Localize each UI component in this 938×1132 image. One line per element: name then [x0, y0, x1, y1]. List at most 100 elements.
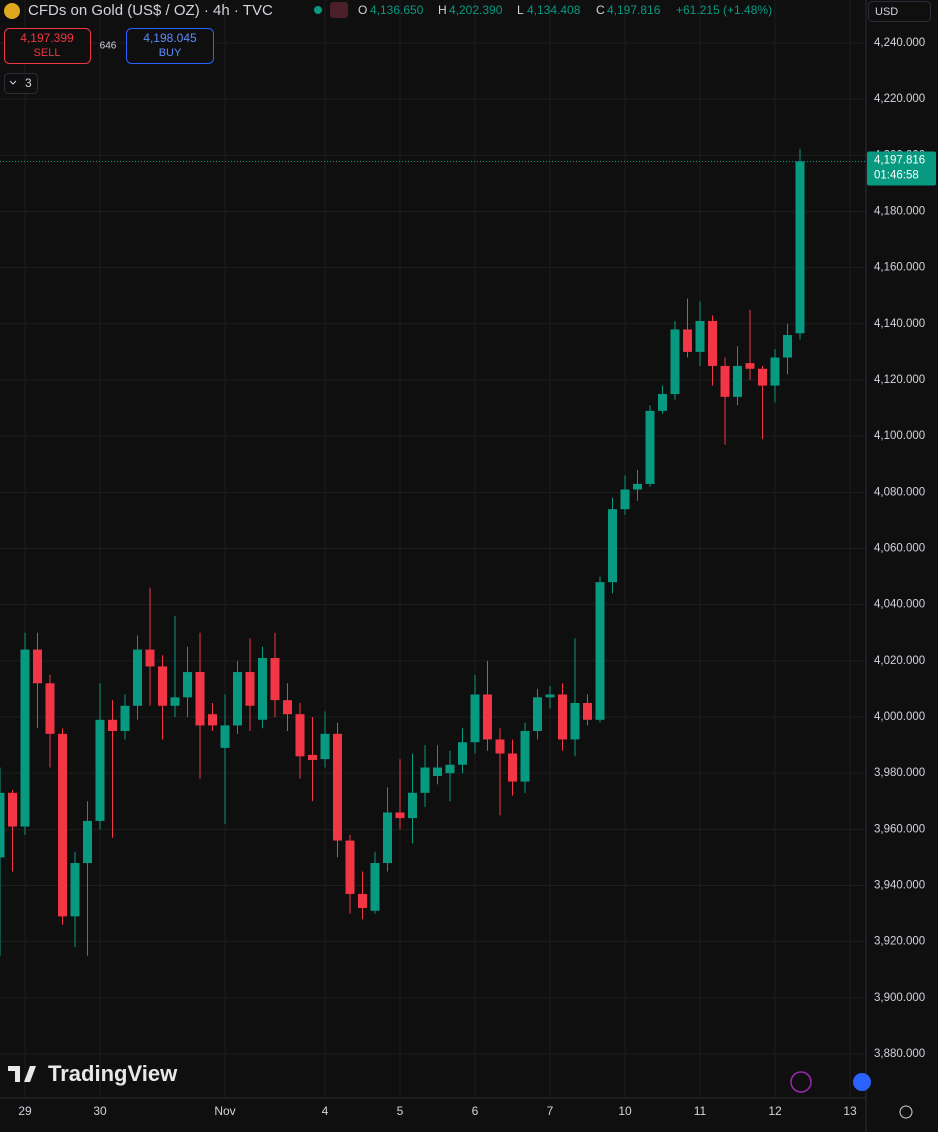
x-tick-label: 11 — [694, 1104, 707, 1118]
y-tick-label: 3,880.000 — [874, 1048, 925, 1060]
change: +61.215 (+1.48%) — [676, 3, 772, 17]
candle-body — [795, 161, 805, 334]
x-tick-label: 5 — [397, 1104, 404, 1118]
currency-button[interactable] — [868, 1, 931, 22]
candle-body — [183, 672, 192, 698]
y-tick-label: 3,920.000 — [874, 936, 925, 948]
y-tick-label: 4,120.000 — [874, 374, 925, 386]
candle-body — [608, 509, 617, 583]
candle-body — [508, 753, 517, 782]
chevron — [9, 80, 17, 85]
candle-body — [708, 321, 717, 366]
l-label: L — [517, 3, 524, 17]
y-tick-label: 4,020.000 — [874, 655, 925, 667]
y-tick-label: 4,160.000 — [874, 262, 925, 274]
last-price-label: 4,197.816 — [874, 154, 925, 166]
candle-body — [245, 672, 255, 706]
candle-body — [558, 694, 567, 740]
candle-body — [120, 705, 130, 732]
countdown: 01:46:58 — [874, 169, 919, 181]
status-dot — [314, 6, 322, 14]
flag-icon[interactable] — [853, 1073, 871, 1091]
candle-body — [483, 694, 492, 740]
candle-body — [458, 742, 467, 765]
candle-body — [258, 658, 267, 720]
buy-label: BUY — [159, 47, 182, 59]
y-tick-label: 3,960.000 — [874, 823, 925, 835]
y-tick-label: 4,040.000 — [874, 599, 925, 611]
candle-body — [108, 719, 117, 732]
y-tick-label: 4,220.000 — [874, 93, 925, 105]
candle-body — [783, 335, 792, 358]
candle-body — [545, 694, 555, 698]
y-tick-label: 4,060.000 — [874, 543, 925, 555]
candle-body — [170, 697, 180, 706]
x-tick-label: 10 — [618, 1104, 632, 1118]
candle-body — [283, 700, 292, 715]
candle-body — [520, 731, 530, 782]
candle-body — [420, 767, 430, 793]
candle-body — [620, 489, 630, 510]
y-tick-label: 3,900.000 — [874, 992, 925, 1004]
sell-price: 4,197.399 — [20, 31, 74, 45]
buy-button[interactable] — [126, 28, 214, 64]
c-label: C — [596, 3, 605, 17]
symbol-icon — [4, 3, 20, 19]
candle-body — [683, 329, 692, 352]
sell-label: SELL — [34, 47, 61, 59]
candle-body — [70, 863, 80, 917]
status-badge — [330, 2, 348, 18]
candle-body — [8, 792, 17, 827]
candle-body — [145, 649, 155, 667]
flash-icon[interactable] — [790, 1071, 812, 1093]
y-tick-label: 3,940.000 — [874, 880, 925, 892]
candle-body — [633, 483, 642, 490]
candle-body — [158, 666, 167, 706]
y-tick-label: 4,100.000 — [874, 430, 925, 442]
candle-body — [208, 714, 217, 726]
candle-body — [383, 812, 392, 864]
candle-body — [745, 363, 755, 369]
candle-body — [720, 365, 730, 397]
candle-body — [470, 694, 480, 743]
candle-body — [95, 719, 105, 821]
x-tick-label: 29 — [18, 1104, 32, 1118]
currency: USD — [875, 6, 898, 18]
candle-body — [20, 649, 30, 827]
h-label: H — [438, 3, 447, 17]
c-value: 4,197.816 — [607, 3, 661, 17]
x-tick-label: 6 — [472, 1104, 479, 1118]
candle-body — [333, 733, 342, 841]
candle-body — [0, 792, 5, 858]
last-price-box — [867, 151, 936, 186]
candle-body — [445, 764, 455, 774]
y-tick-label: 4,180.000 — [874, 206, 925, 218]
y-tick-label: 4,000.000 — [874, 711, 925, 723]
indicator-toggle[interactable] — [4, 73, 38, 94]
x-tick-label: 7 — [547, 1104, 554, 1118]
candle-body — [595, 582, 605, 720]
settings-icon[interactable] — [899, 1105, 913, 1119]
watermark: TradingView — [48, 1061, 178, 1086]
candle-body — [220, 725, 230, 748]
candle-body — [408, 792, 417, 819]
candle-body — [695, 321, 705, 352]
y-tick-label: 4,140.000 — [874, 318, 925, 330]
candle-body — [233, 672, 242, 726]
candle-body — [133, 649, 142, 706]
candle-body — [270, 658, 280, 701]
candle-body — [670, 329, 680, 395]
candle-body — [395, 812, 405, 819]
o-value: 4,136.650 — [370, 3, 424, 17]
sell-button[interactable] — [4, 28, 91, 64]
h-value: 4,202.390 — [449, 3, 503, 17]
candle-body — [770, 357, 780, 386]
candle-body — [358, 893, 367, 908]
y-tick-label: 3,980.000 — [874, 767, 925, 779]
candle-body — [295, 714, 305, 757]
candle-body — [570, 702, 580, 740]
candle-body — [58, 733, 67, 917]
candle-body — [345, 840, 355, 894]
